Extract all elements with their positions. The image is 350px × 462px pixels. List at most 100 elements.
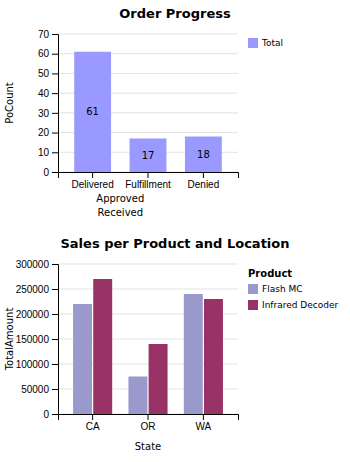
x-tick: WA [196, 414, 212, 432]
tick-mark [52, 364, 58, 365]
y-tick: 250000 [16, 284, 58, 295]
data-labels: 611718 [86, 106, 210, 160]
axis-line [59, 173, 239, 179]
legend-entry: Total [261, 38, 283, 48]
axis-title: TotalAmount [4, 308, 15, 372]
annotation: Received [98, 207, 144, 218]
x-tick: CA [86, 414, 100, 432]
tick-label: 30 [38, 108, 50, 119]
annotation: Approved [96, 193, 144, 204]
tick-mark [52, 34, 58, 35]
grid-line [58, 264, 238, 265]
grid [58, 34, 238, 172]
bar [74, 52, 111, 172]
axis-title: PoCount [4, 82, 15, 124]
data-label: 61 [86, 106, 99, 117]
grid [58, 264, 238, 414]
legend-title: Product [248, 268, 292, 279]
tick-mark [52, 314, 58, 315]
chart-title: Order Progress [119, 6, 231, 21]
legend-entry: Infrared Decoder [262, 300, 339, 310]
chart-title: Sales per Product and Location [60, 236, 289, 251]
tick-label: Fulfillment [125, 179, 171, 190]
tick-label: OR [141, 421, 156, 432]
tick-label: WA [196, 421, 212, 432]
grid-line [58, 289, 238, 290]
grid-line [58, 34, 238, 35]
legend-swatch [248, 38, 258, 48]
tick-label: 250000 [16, 284, 50, 295]
chart: Sales per Product and Location 0 50000 1000… [4, 236, 339, 452]
y-tick: 0 [43, 409, 58, 420]
tick-label: Denied [188, 179, 220, 190]
data-label: 18 [197, 149, 210, 160]
tick-mark [52, 339, 58, 340]
y-axis: 0 10 20 30 40 50 60 70 [38, 29, 59, 178]
bars [74, 52, 222, 172]
bar [93, 279, 112, 414]
tick-label: 70 [38, 29, 50, 40]
axis-line [59, 415, 239, 421]
tick-label: CA [86, 421, 100, 432]
bar [130, 138, 167, 172]
y-tick: 150000 [16, 334, 58, 345]
y-tick: 200000 [16, 309, 58, 320]
tick-mark [52, 389, 58, 390]
y-tick: 50 [38, 68, 58, 79]
y-tick: 30 [38, 108, 58, 119]
legend: Product Flash MC Infrared Decoder [248, 268, 339, 310]
tick-mark [92, 414, 93, 420]
bar [185, 137, 222, 172]
tick-mark [52, 133, 58, 134]
y-tick: 40 [38, 88, 58, 99]
tick-label: 20 [38, 127, 50, 138]
tick-label: 0 [43, 409, 49, 420]
tick-mark [92, 172, 93, 178]
x-tick: OR [141, 414, 156, 432]
y-tick: 0 [43, 167, 58, 178]
y-tick: 100000 [16, 359, 58, 370]
tick-mark [52, 93, 58, 94]
tick-mark [52, 113, 58, 114]
tick-mark [52, 414, 58, 415]
x-tick: Delivered [71, 172, 113, 190]
tick-label: 300000 [16, 259, 50, 270]
tick-label: 50000 [21, 384, 49, 395]
y-tick: 50000 [21, 384, 58, 395]
tick-label: 10 [38, 147, 50, 158]
tick-label: 0 [43, 167, 49, 178]
tick-mark [52, 172, 58, 173]
tick-mark [52, 73, 58, 74]
y-tick: 300000 [16, 259, 58, 270]
legend-swatch [248, 300, 258, 310]
chart-canvas: Order Progress 611718 0 10 20 30 40 50 60 70 Deliv… [0, 0, 350, 462]
bar [73, 304, 92, 414]
tick-label: 150000 [16, 334, 50, 345]
y-tick: 70 [38, 29, 58, 40]
tick-mark [52, 152, 58, 153]
bar [204, 299, 223, 414]
chart: Order Progress 611718 0 10 20 30 40 50 60 70 Deliv… [4, 6, 283, 218]
axis-line [52, 35, 59, 173]
x-axis: CA OR WA [59, 414, 239, 432]
bar [128, 377, 147, 415]
tick-mark [52, 54, 58, 55]
legend-entry: Flash MC [262, 284, 303, 294]
legend-swatch [248, 284, 258, 294]
tick-mark [52, 289, 58, 290]
tick-mark [203, 414, 204, 420]
tick-label: 50 [38, 68, 50, 79]
axis-line [52, 265, 59, 415]
y-tick: 10 [38, 147, 58, 158]
tick-mark [52, 264, 58, 265]
bar [149, 344, 168, 414]
bars [73, 279, 223, 414]
axis-title: State [135, 441, 161, 452]
x-tick: Denied [188, 172, 220, 190]
y-axis: 0 50000 100000 150000 200000 250000 300000 [16, 259, 59, 420]
y-tick: 60 [38, 48, 58, 59]
y-tick: 20 [38, 127, 58, 138]
tick-label: 100000 [16, 359, 50, 370]
legend: Total [248, 38, 283, 48]
tick-label: Delivered [71, 179, 113, 190]
